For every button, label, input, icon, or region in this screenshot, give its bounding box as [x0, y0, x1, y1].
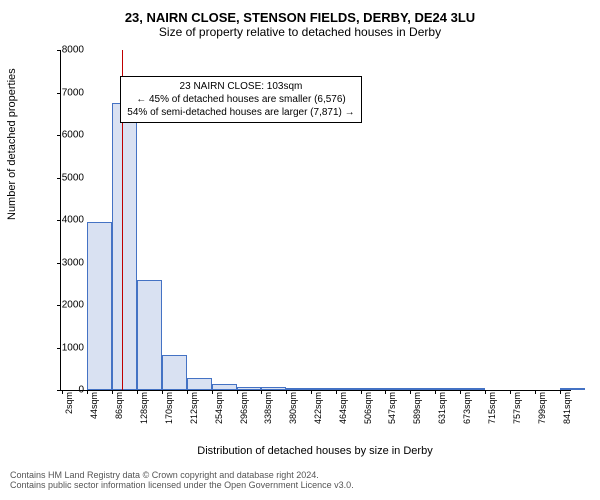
chart-container: 23, NAIRN CLOSE, STENSON FIELDS, DERBY, …	[0, 0, 600, 500]
chart-title-sub: Size of property relative to detached ho…	[0, 25, 600, 43]
x-axis-label: Distribution of detached houses by size …	[60, 445, 570, 457]
histogram-bar	[261, 387, 286, 390]
xtick-mark	[112, 390, 113, 394]
xtick-label: 2sqm	[64, 392, 74, 414]
ytick-label: 6000	[44, 130, 84, 141]
y-axis-label: Number of detached properties	[6, 68, 18, 220]
xtick-label: 506sqm	[363, 392, 373, 424]
xtick-mark	[485, 390, 486, 394]
xtick-label: 170sqm	[164, 392, 174, 424]
xtick-mark	[237, 390, 238, 394]
callout-box: 23 NAIRN CLOSE: 103sqm← 45% of detached …	[120, 76, 361, 123]
xtick-label: 338sqm	[263, 392, 273, 424]
histogram-bar	[237, 387, 262, 390]
chart-title-main: 23, NAIRN CLOSE, STENSON FIELDS, DERBY, …	[0, 0, 600, 25]
ytick-label: 4000	[44, 215, 84, 226]
callout-line3: 54% of semi-detached houses are larger (…	[127, 106, 354, 119]
histogram-bar	[361, 388, 386, 390]
xtick-label: 673sqm	[462, 392, 472, 424]
histogram-bar	[137, 280, 162, 391]
footer-attribution: Contains HM Land Registry data © Crown c…	[10, 470, 354, 490]
ytick-label: 5000	[44, 172, 84, 183]
plot-area: 23 NAIRN CLOSE: 103sqm← 45% of detached …	[60, 50, 571, 391]
xtick-mark	[510, 390, 511, 394]
ytick-label: 1000	[44, 342, 84, 353]
xtick-mark	[560, 390, 561, 394]
histogram-bar	[385, 388, 410, 390]
histogram-bar	[311, 388, 336, 390]
histogram-bar	[87, 222, 112, 390]
ytick-label: 8000	[44, 45, 84, 56]
xtick-label: 296sqm	[239, 392, 249, 424]
xtick-label: 841sqm	[562, 392, 572, 424]
histogram-bar	[460, 388, 485, 390]
xtick-label: 547sqm	[387, 392, 397, 424]
callout-line2: ← 45% of detached houses are smaller (6,…	[127, 93, 354, 106]
xtick-label: 380sqm	[288, 392, 298, 424]
ytick-label: 7000	[44, 87, 84, 98]
ytick-label: 3000	[44, 257, 84, 268]
footer-line1: Contains HM Land Registry data © Crown c…	[10, 470, 354, 480]
xtick-mark	[460, 390, 461, 394]
xtick-label: 212sqm	[189, 392, 199, 424]
histogram-bar	[560, 388, 585, 390]
xtick-mark	[212, 390, 213, 394]
xtick-label: 254sqm	[214, 392, 224, 424]
xtick-label: 86sqm	[114, 392, 124, 419]
xtick-mark	[361, 390, 362, 394]
xtick-label: 631sqm	[437, 392, 447, 424]
histogram-bar	[286, 388, 311, 390]
histogram-bar	[187, 378, 212, 390]
xtick-label: 757sqm	[512, 392, 522, 424]
xtick-label: 715sqm	[487, 392, 497, 424]
xtick-label: 44sqm	[89, 392, 99, 419]
xtick-label: 422sqm	[313, 392, 323, 424]
xtick-mark	[535, 390, 536, 394]
footer-line2: Contains public sector information licen…	[10, 480, 354, 490]
histogram-bar	[435, 388, 460, 390]
xtick-mark	[137, 390, 138, 394]
histogram-bar	[410, 388, 435, 390]
histogram-bar	[336, 388, 361, 390]
xtick-label: 799sqm	[537, 392, 547, 424]
xtick-mark	[187, 390, 188, 394]
xtick-mark	[87, 390, 88, 394]
histogram-bar	[112, 103, 137, 390]
xtick-label: 464sqm	[338, 392, 348, 424]
histogram-bar	[212, 384, 237, 390]
xtick-label: 589sqm	[412, 392, 422, 424]
xtick-mark	[162, 390, 163, 394]
histogram-bar	[162, 355, 187, 390]
ytick-label: 2000	[44, 300, 84, 311]
xtick-mark	[336, 390, 337, 394]
callout-line1: 23 NAIRN CLOSE: 103sqm	[127, 80, 354, 93]
xtick-label: 128sqm	[139, 392, 149, 424]
